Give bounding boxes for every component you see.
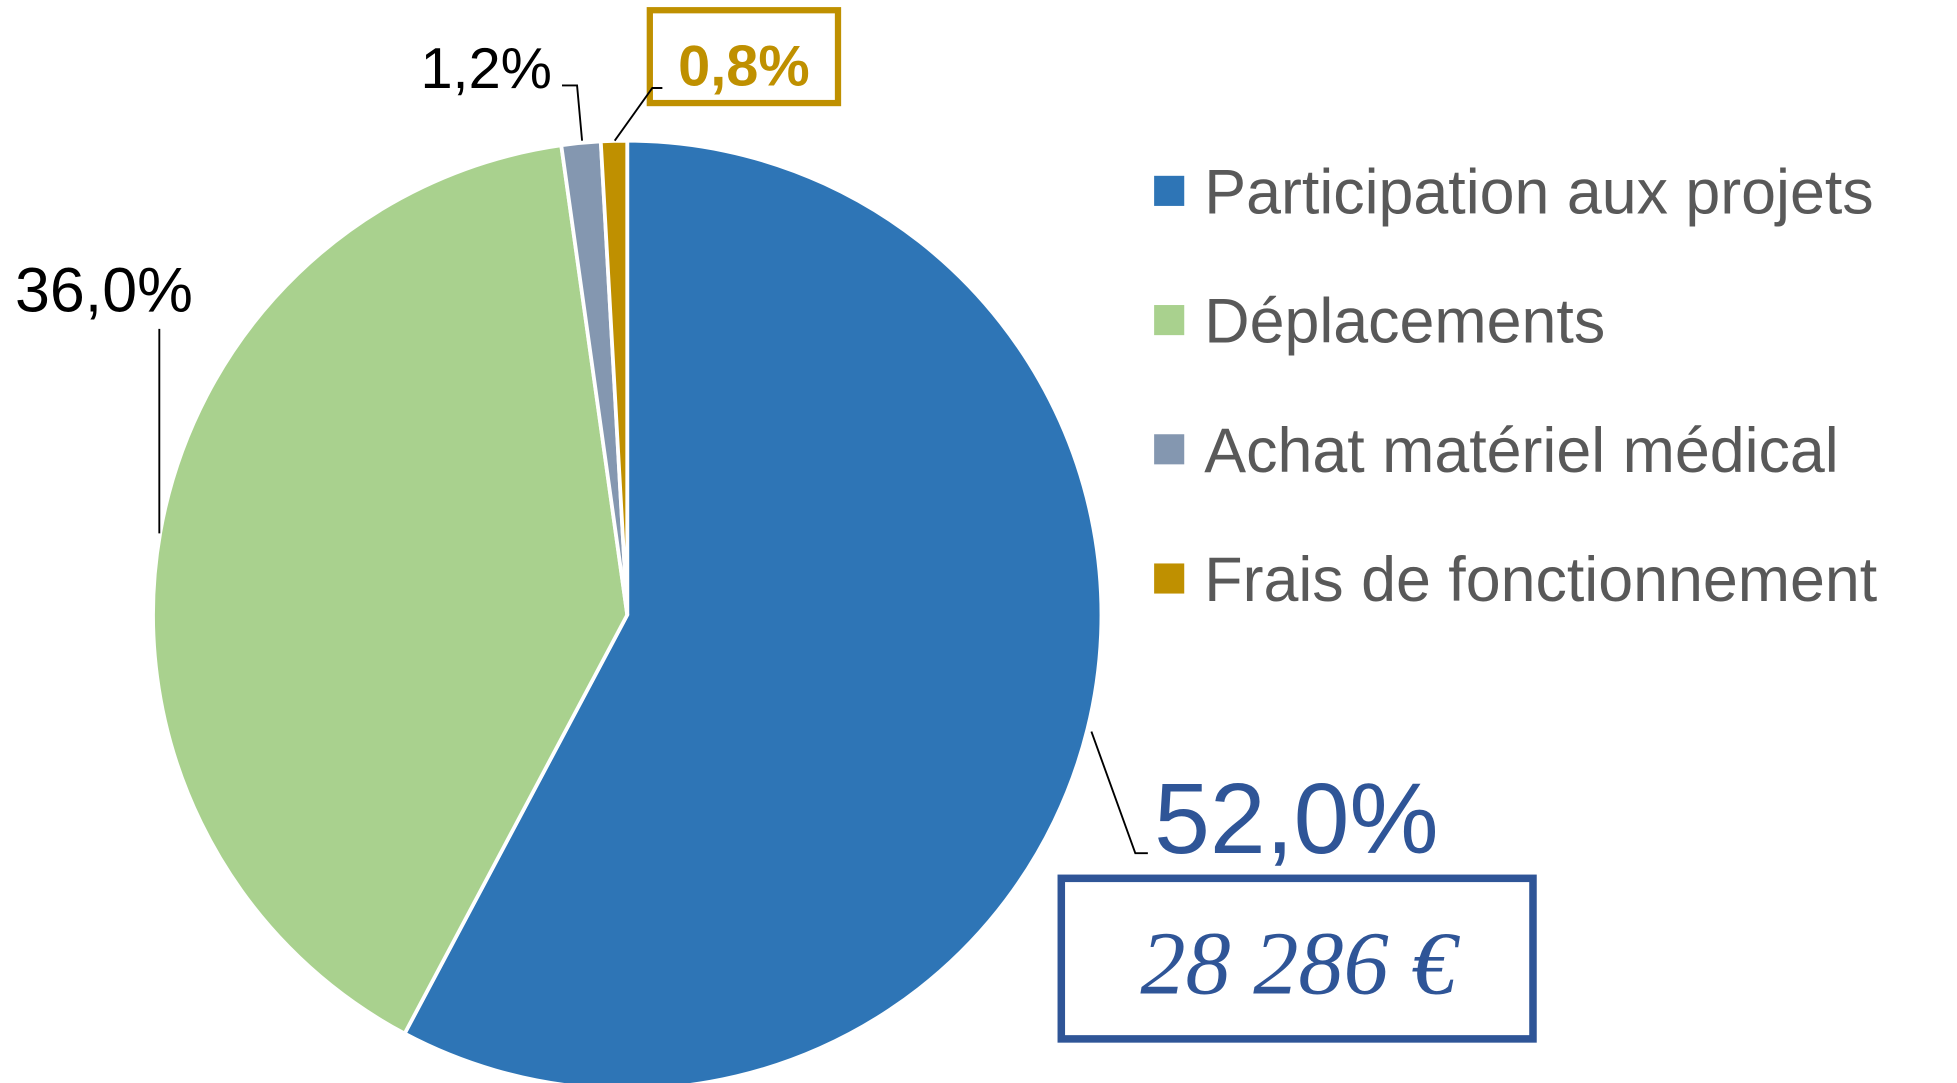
data-label: 36,0%	[15, 255, 193, 325]
legend-label: Participation aux projets	[1204, 157, 1873, 227]
legend-label: Déplacements	[1204, 287, 1605, 357]
label-box	[646, 7, 842, 107]
legend-swatch	[1154, 434, 1185, 465]
data-label: 52,0%	[1154, 763, 1439, 875]
legend-label: Achat matériel médical	[1204, 416, 1838, 486]
annotation: 28 286 €	[1140, 914, 1460, 1014]
pie-slice	[402, 138, 1104, 1083]
data-label: 0,8%	[678, 34, 810, 98]
legend-swatch	[1154, 175, 1185, 206]
legend-label: Frais de fonctionnement	[1204, 545, 1877, 615]
leader-line	[562, 84, 584, 141]
pie-slice	[598, 138, 630, 615]
leader-line	[1090, 731, 1148, 855]
annotation-box	[1057, 874, 1537, 1043]
legend-swatch	[1154, 563, 1185, 594]
legend-swatch	[1154, 305, 1185, 336]
data-label: 1,2%	[420, 37, 552, 101]
leader-line	[613, 87, 663, 142]
